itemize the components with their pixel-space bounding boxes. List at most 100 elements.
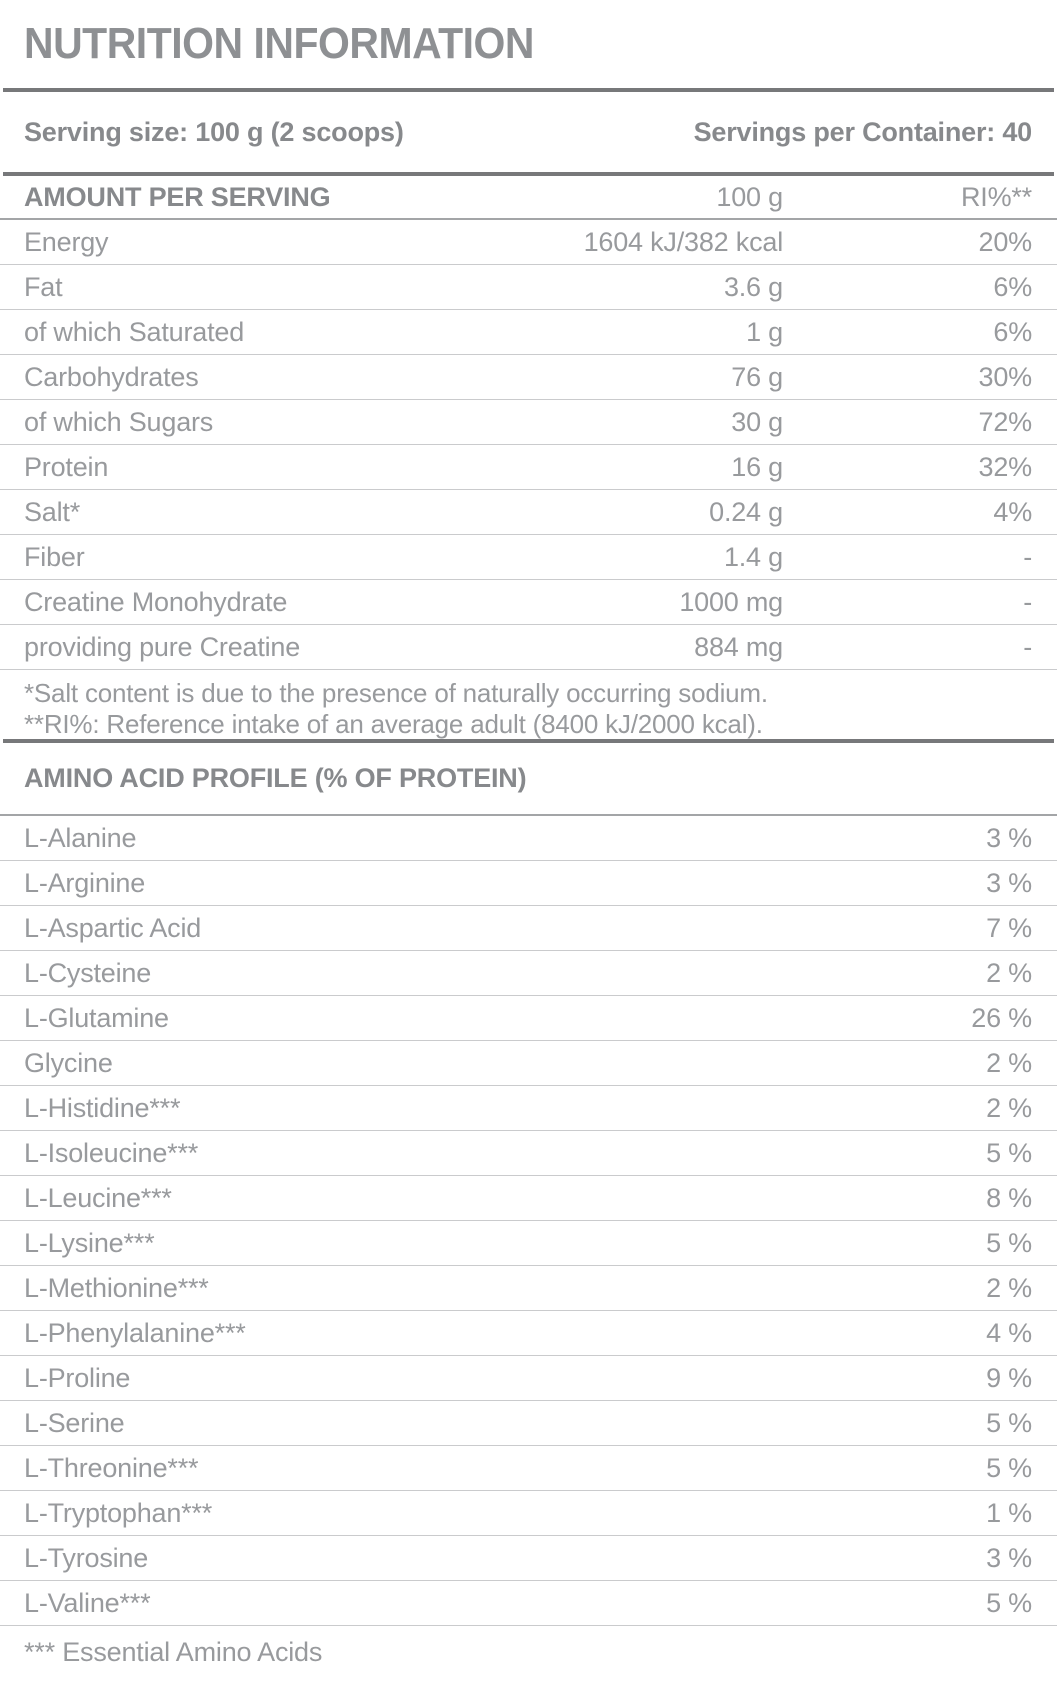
amino-label: L-Glutamine [24,1002,169,1033]
list-item-alanine: L-Alanine 3 % [0,816,1057,861]
list-item-cysteine: L-Cysteine 2 % [0,951,1057,996]
amino-value: 8 % [986,1182,1032,1213]
amino-value: 5 % [986,1452,1032,1483]
amino-label: Glycine [24,1047,113,1078]
divider [3,88,1054,92]
list-item-phenylalanine: L-Phenylalanine*** 4 % [0,1311,1057,1356]
table-footnotes: *Salt content is due to the presence of … [0,670,1057,739]
footnote-salt: *Salt content is due to the presence of … [24,678,768,708]
page-title: NUTRITION INFORMATION [24,19,535,68]
list-item-aspartic-acid: L-Aspartic Acid 7 % [0,906,1057,951]
amino-section-header: AMINO ACID PROFILE (% OF PROTEIN) [0,743,1057,816]
amino-label: L-Arginine [24,867,146,898]
nutrient-label: Energy [24,226,109,257]
nutrient-ri: - [1023,541,1032,572]
amino-label: L-Threonine*** [24,1452,199,1483]
amino-value: 9 % [986,1362,1032,1393]
table-row-protein: Protein 16 g 32% [0,445,1057,490]
nutrient-amount: 1000 mg [679,586,783,617]
essential-amino-acids-footnote: *** Essential Amino Acids [24,1637,323,1667]
table-row-creatine-monohydrate: Creatine Monohydrate 1000 mg - [0,580,1057,625]
amino-value: 2 % [986,1272,1032,1303]
list-item-valine: L-Valine*** 5 % [0,1581,1057,1626]
nutrient-amount: 16 g [731,451,783,482]
divider [3,172,1054,176]
list-item-tyrosine: L-Tyrosine 3 % [0,1536,1057,1581]
table-row-fiber: Fiber 1.4 g - [0,535,1057,580]
amino-label: L-Tyrosine [24,1542,149,1573]
nutrient-ri: - [1023,631,1032,662]
amino-value: 1 % [986,1497,1032,1528]
amino-label: L-Serine [24,1407,125,1438]
serving-size-label: Serving size: 100 g (2 scoops) [24,116,404,147]
nutrient-label: providing pure Creatine [24,631,301,662]
table-row-energy: Energy 1604 kJ/382 kcal 20% [0,220,1057,265]
list-item-glutamine: L-Glutamine 26 % [0,996,1057,1041]
nutrient-label: of which Sugars [24,406,214,437]
amino-value: 4 % [986,1317,1032,1348]
table-row-pure-creatine: providing pure Creatine 884 mg - [0,625,1057,670]
nutrient-ri: 30% [978,361,1033,392]
list-item-threonine: L-Threonine*** 5 % [0,1446,1057,1491]
nutrient-label: of which Saturated [24,316,245,347]
amino-value: 3 % [986,822,1032,853]
amino-value: 5 % [986,1137,1032,1168]
nutrient-amount: 0.24 g [709,496,783,527]
nutrient-ri: 72% [978,406,1033,437]
list-item-lysine: L-Lysine*** 5 % [0,1221,1057,1266]
amino-label: L-Cysteine [24,957,152,988]
nutrient-amount: 1 g [746,316,783,347]
nutrient-label: Salt* [24,496,81,527]
amino-label: L-Isoleucine*** [24,1137,199,1168]
amino-label: L-Aspartic Acid [24,912,202,943]
amino-value: 3 % [986,867,1032,898]
column-header-amount-per-serving: AMOUNT PER SERVING [24,181,331,212]
list-item-tryptophan: L-Tryptophan*** 1 % [0,1491,1057,1536]
nutrient-label: Creatine Monohydrate [24,586,288,617]
title-block: NUTRITION INFORMATION [0,0,1057,88]
amino-label: L-Lysine*** [24,1227,155,1258]
nutrient-amount: 76 g [731,361,783,392]
amino-value: 2 % [986,1047,1032,1078]
list-item-proline: L-Proline 9 % [0,1356,1057,1401]
nutrient-ri: - [1023,586,1032,617]
nutrient-ri: 32% [978,451,1033,482]
amino-label: L-Leucine*** [24,1182,172,1213]
nutrient-amount: 30 g [731,406,783,437]
list-item-leucine: L-Leucine*** 8 % [0,1176,1057,1221]
amino-value: 2 % [986,957,1032,988]
list-item-glycine: Glycine 2 % [0,1041,1057,1086]
nutrient-label: Fiber [24,541,85,572]
nutrient-ri: 6% [993,271,1032,302]
amino-label: L-Methionine*** [24,1272,209,1303]
table-row-carbohydrates: Carbohydrates 76 g 30% [0,355,1057,400]
nutrition-table: AMOUNT PER SERVING 100 g RI%** Energy 16… [0,176,1057,739]
nutrient-ri: 6% [993,316,1032,347]
nutrient-label: Fat [24,271,63,302]
list-item-isoleucine: L-Isoleucine*** 5 % [0,1131,1057,1176]
list-item-histidine: L-Histidine*** 2 % [0,1086,1057,1131]
amino-value: 7 % [986,912,1032,943]
nutrient-ri: 20% [978,226,1033,257]
nutrient-amount: 1604 kJ/382 kcal [583,226,784,257]
amino-acid-profile: AMINO ACID PROFILE (% OF PROTEIN) L-Alan… [0,743,1057,1668]
table-row-saturated: of which Saturated 1 g 6% [0,310,1057,355]
column-header-100g: 100 g [716,181,783,212]
amino-label: L-Alanine [24,822,137,853]
table-row-salt: Salt* 0.24 g 4% [0,490,1057,535]
nutrient-amount: 1.4 g [723,541,783,572]
amino-label: L-Valine*** [24,1587,151,1618]
divider [3,739,1054,743]
amino-value: 2 % [986,1092,1032,1123]
footnote-ri: **RI%: Reference intake of an average ad… [24,709,763,739]
table-row-fat: Fat 3.6 g 6% [0,265,1057,310]
list-item-methionine: L-Methionine*** 2 % [0,1266,1057,1311]
amino-value: 5 % [986,1227,1032,1258]
nutrient-amount: 884 mg [694,631,783,662]
table-row-sugars: of which Sugars 30 g 72% [0,400,1057,445]
nutrient-label: Protein [24,451,109,482]
amino-value: 3 % [986,1542,1032,1573]
list-item-serine: L-Serine 5 % [0,1401,1057,1446]
nutrition-table-header: AMOUNT PER SERVING 100 g RI%** [0,176,1057,220]
